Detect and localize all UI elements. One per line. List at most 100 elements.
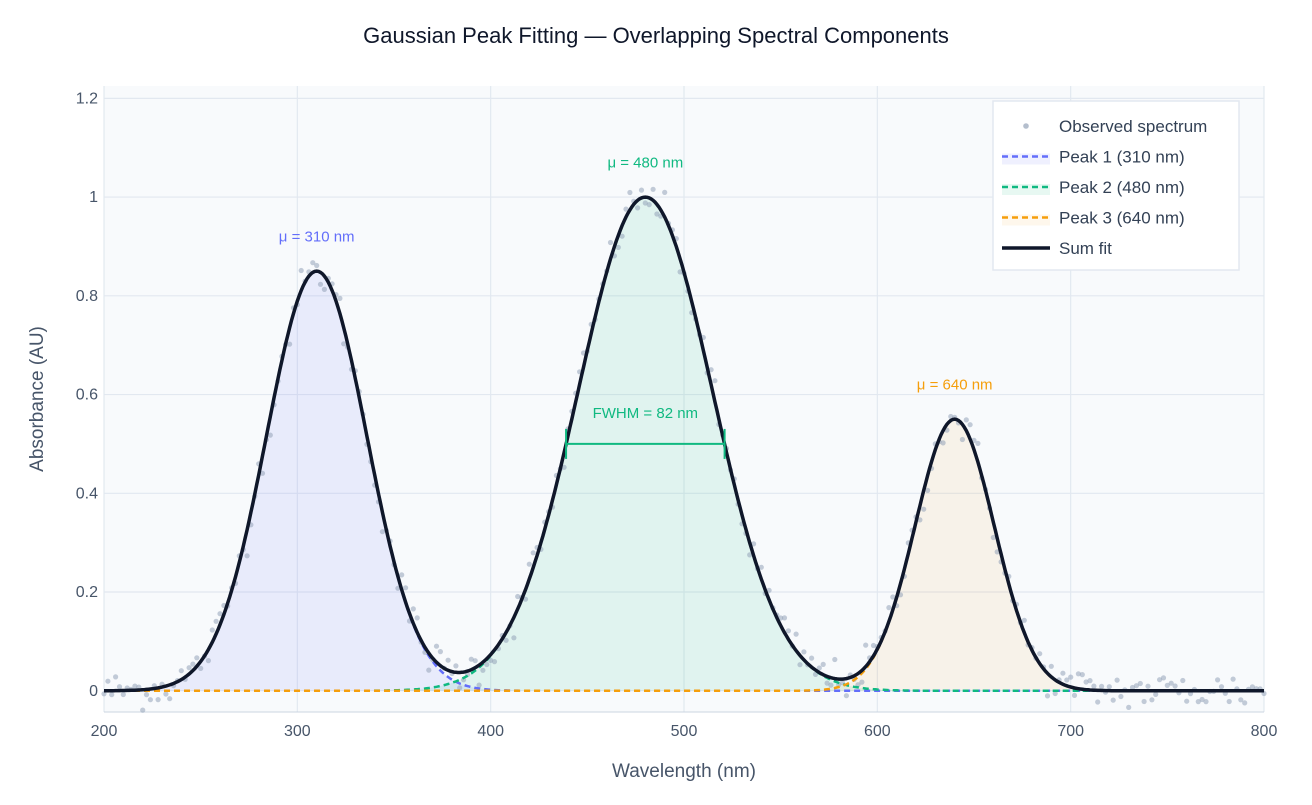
y-tick-label: 1 [89,189,98,206]
observed-point [147,697,153,703]
observed-point [925,487,931,493]
observed-point [1145,683,1151,689]
x-tick-label: 400 [477,723,504,740]
observed-point [758,564,764,570]
observed-point [1180,677,1186,684]
observed-point [1149,697,1155,703]
observed-point [1141,698,1147,705]
legend-fill-swatch [1002,153,1050,165]
observed-point [491,659,498,665]
observed-point [113,674,119,680]
observed-point [1164,682,1170,689]
peak-fill [104,419,1264,691]
y-tick-label: 0.2 [76,584,98,601]
y-axis-title: Absorbance (AU) [27,326,48,472]
legend-marker-icon [1023,123,1029,129]
observed-point [453,663,459,669]
observed-point [1037,651,1043,657]
observed-point [213,618,219,624]
observed-point [959,436,966,443]
observed-point [217,611,223,617]
observed-point [642,200,648,206]
observed-point [785,628,792,634]
observed-point [530,550,536,556]
observed-point [635,205,641,211]
observed-point [310,260,316,266]
observed-point [194,655,200,661]
observed-point [975,440,981,446]
observed-point [244,553,250,559]
observed-point [820,661,826,668]
observed-point [963,417,969,423]
observed-point [948,413,954,420]
observed-point [627,189,633,196]
observed-point [414,615,420,621]
observed-point [1075,671,1081,677]
observed-point [1137,680,1143,687]
observed-point [511,635,517,641]
observed-point [801,649,807,655]
legend-item[interactable]: Observed spectrum [1023,117,1207,136]
observed-point [120,691,126,698]
observed-point [1052,690,1058,697]
observed-point [793,631,799,637]
observed-point [178,668,184,674]
legend-item[interactable]: Peak 3 (640 nm) [1002,209,1185,228]
observed-point [1106,684,1112,690]
legend-fill-swatch [1002,214,1050,226]
observed-point [1249,684,1255,690]
observed-point [341,341,347,347]
observed-point [607,239,614,246]
observed-point [1087,678,1093,684]
observed-point [484,661,490,668]
observed-point [167,696,173,702]
observed-point [781,615,788,621]
observed-point [379,529,385,535]
observed-point [143,692,150,698]
observed-point [1157,677,1163,683]
observed-point [522,596,529,602]
observed-point [321,286,327,292]
observed-point [1114,677,1120,683]
observed-point [468,656,474,662]
observed-point [1064,677,1070,683]
legend-label: Peak 3 (640 nm) [1059,209,1185,228]
observed-point [677,269,683,275]
legend-label: Peak 2 (480 nm) [1059,178,1185,197]
y-tick-label: 0.8 [76,288,98,305]
observed-point [1071,692,1078,699]
observed-point [1160,675,1167,681]
legend-label: Sum fit [1059,239,1112,258]
y-tick-label: 0.6 [76,387,98,404]
observed-point [132,683,138,689]
observed-point [1099,683,1105,690]
observed-point [863,642,869,648]
observed-point [472,658,478,664]
observed-point [1226,698,1232,705]
sum-fit-line [104,195,1264,693]
legend-item[interactable]: Peak 2 (480 nm) [1002,178,1185,197]
annotations: μ = 310 nm μ = 480 nm μ = 640 nm FWHM = 82 … [279,155,993,459]
observed-point [445,657,451,663]
observed-point [1184,698,1190,704]
sum-fit-path [104,195,1264,693]
observed-point [832,656,838,663]
observed-point [267,432,273,438]
legend-item[interactable]: Peak 1 (310 nm) [1002,148,1185,167]
legend[interactable]: Observed spectrum Peak 1 (310 nm) Peak 2 (… [992,100,1240,271]
observed-point [101,691,107,697]
observed-point [1095,699,1101,705]
observed-point [337,295,343,301]
observed-point [638,187,645,193]
x-tick-label: 800 [1251,723,1278,740]
observed-point [1215,677,1221,683]
observed-point [809,655,815,661]
observed-point [1083,679,1089,685]
x-tick-label: 200 [91,723,118,740]
observed-point [1079,672,1085,678]
legend-item[interactable]: Sum fit [1002,239,1112,258]
observed-point [109,692,115,698]
observed-point [1068,674,1074,680]
peak-line [104,417,1264,693]
observed-point [816,665,822,671]
